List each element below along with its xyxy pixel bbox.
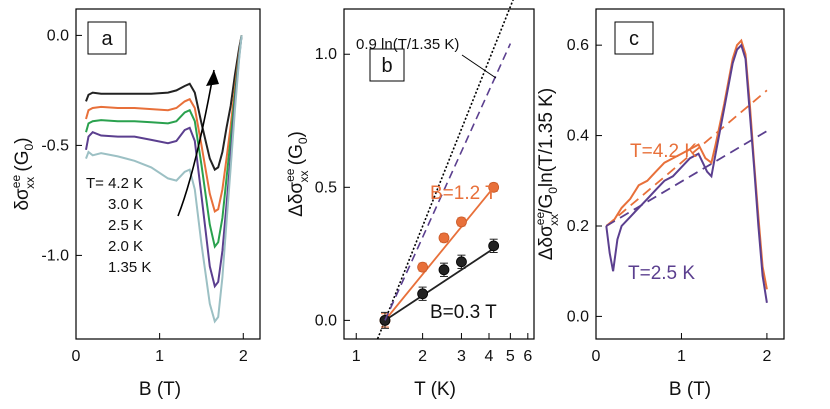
x-tick-label: 1	[155, 348, 164, 365]
data-point	[417, 288, 429, 300]
data-point	[456, 216, 467, 228]
y-tick-label: 0.0	[567, 308, 589, 325]
series-line-25K	[85, 35, 243, 249]
temperature-arrow-head	[206, 70, 219, 86]
data-point	[417, 261, 429, 273]
y-tick-label: 0.5	[315, 179, 337, 196]
x-tick-label: 2	[239, 348, 248, 365]
temperature-arrow	[177, 69, 215, 217]
panel-b-frame	[343, 8, 535, 340]
dashed-fit-line	[384, 43, 512, 321]
panel-a: 0 1 2 0.0 -0.5 -1.0 a T= 4.2 K 3.0 K 2.5 K 2.0 K…	[9, 8, 261, 400]
x-tick-label: 4	[485, 348, 494, 365]
legend-entry: 3.0 K	[108, 196, 143, 213]
x-tick-label: 1	[352, 348, 361, 365]
log-guide-line	[376, 0, 514, 340]
x-tick-label: 5	[506, 348, 515, 365]
data-point	[488, 240, 500, 252]
y-tick-label: 1.0	[315, 46, 337, 63]
x-tick-label: 2	[762, 348, 771, 365]
annotation-pointer	[461, 54, 497, 79]
panel-a-legend: T= 4.2 K 3.0 K 2.5 K 2.0 K 1.35 K	[86, 175, 151, 276]
series-label-t25: T=2.5 K	[628, 263, 695, 284]
legend-entry: 1.35 K	[108, 259, 151, 276]
x-tick-label: 3	[457, 348, 466, 365]
series-line-135K	[85, 35, 243, 324]
legend-entry: 2.0 K	[108, 238, 143, 255]
data-point	[438, 232, 450, 244]
y-tick-label: 0.6	[567, 37, 589, 54]
fit-annotation: 0.9 ln(T/1.35 K)	[356, 36, 459, 53]
series-label-b12: B=1.2 T	[430, 183, 497, 204]
panel-b: 1 2 3 4 5 6 0.0 0.5 1.0 b 0.9 ln(T/1.35 K) B=1.2…	[283, 0, 535, 400]
x-tick-label: 2	[418, 348, 427, 365]
panel-a-label: a	[101, 28, 113, 50]
y-tick-label: 0.4	[567, 128, 589, 145]
panel-b-ylabel: Δδσeexx (G0)	[283, 131, 311, 217]
series-line-T42K	[605, 38, 768, 290]
panel-a-xlabel: B (T)	[139, 379, 181, 400]
fit-line	[384, 186, 495, 321]
panel-c: 0 1 20.00.20.40.6 c T=4.2 K T=2.5 K B (T) …	[533, 8, 785, 400]
y-tick-label: -0.5	[41, 137, 69, 154]
fit-line	[384, 247, 495, 322]
x-tick-label: 1	[677, 348, 686, 365]
data-point	[488, 181, 500, 193]
y-tick-label: 0.0	[315, 312, 337, 329]
series-line-T25K	[605, 43, 768, 303]
x-tick-label: 6	[523, 348, 532, 365]
panel-c-label: c	[629, 28, 639, 50]
y-tick-label: 0.0	[47, 27, 69, 44]
data-point	[456, 256, 467, 268]
panel-b-label: b	[381, 55, 392, 77]
series-line-30K	[85, 35, 243, 213]
panel-a-frame	[75, 8, 261, 340]
panel-b-xlabel: T (K)	[414, 379, 456, 400]
panel-a-label-box	[87, 21, 127, 55]
panel-c-xlabel: B (T)	[669, 379, 711, 400]
series-label-b03: B=0.3 T	[430, 302, 497, 323]
panel-c-frame	[595, 8, 785, 340]
x-tick-label: 0	[72, 348, 81, 365]
series-label-t42: T=4.2 K	[630, 141, 697, 162]
legend-entry: T= 4.2 K	[86, 175, 143, 192]
x-tick-label: 0	[592, 348, 601, 365]
y-tick-label: 0.2	[567, 218, 589, 235]
panel-a-ylabel: δσeexx (G0)	[9, 137, 37, 210]
y-tick-label: -1.0	[41, 247, 69, 264]
dashed-fit-line	[605, 89, 768, 227]
legend-entry: 2.5 K	[108, 217, 143, 234]
series-line-42K	[85, 35, 243, 172]
panel-c-ylabel: Δδσeexx/G0ln(T/1.35 K)	[533, 88, 561, 260]
panel-b-label-box	[369, 48, 405, 82]
panel-c-label-box	[614, 21, 654, 55]
series-line-20K	[85, 35, 243, 289]
data-point	[438, 264, 450, 276]
